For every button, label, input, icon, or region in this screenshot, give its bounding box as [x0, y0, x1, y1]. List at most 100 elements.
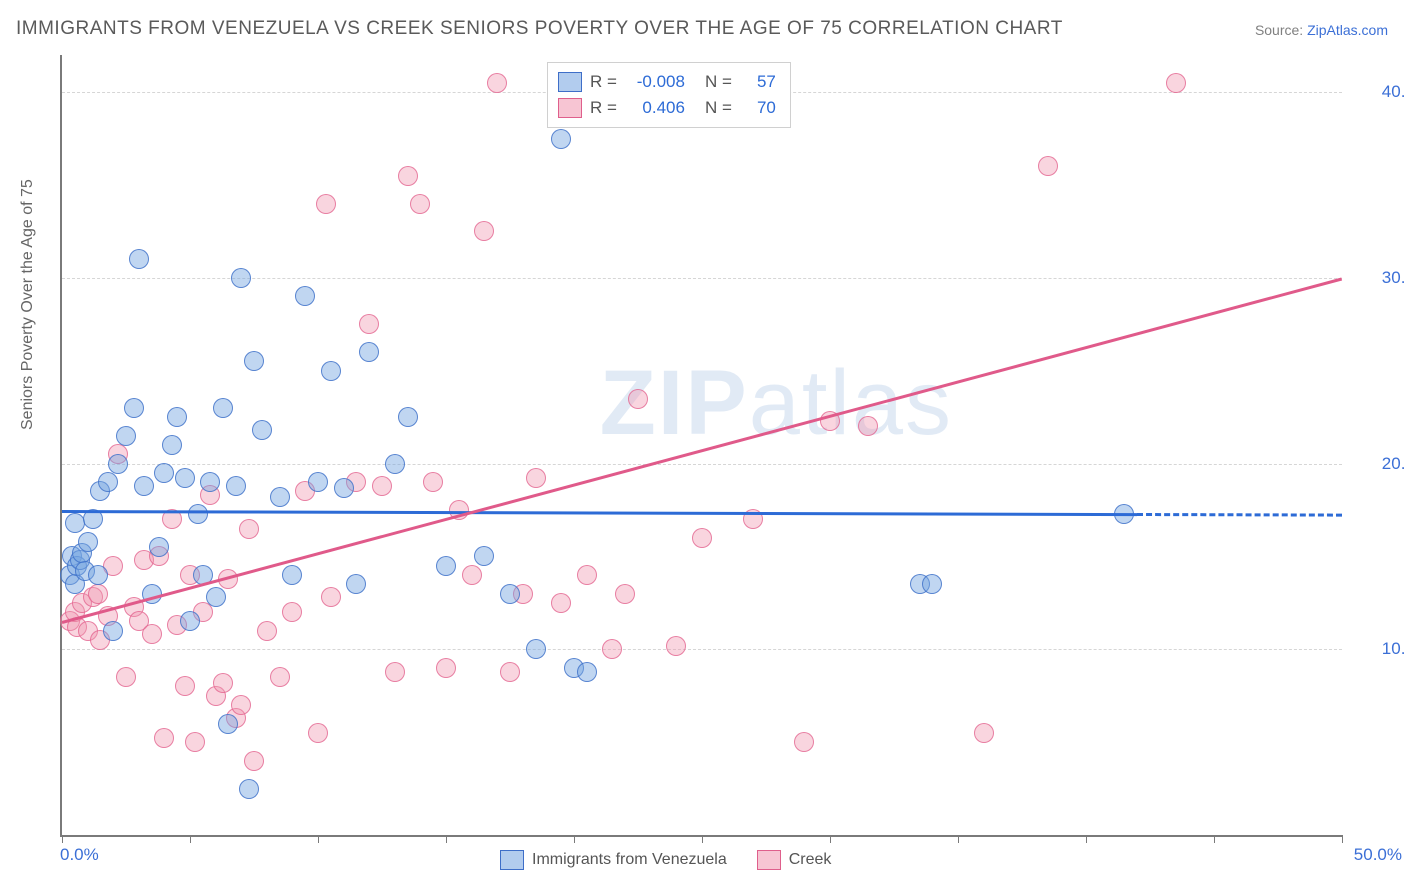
scatter-point-blue	[65, 513, 85, 533]
scatter-point-blue	[162, 435, 182, 455]
scatter-point-pink	[974, 723, 994, 743]
scatter-point-blue	[551, 129, 571, 149]
scatter-point-pink	[602, 639, 622, 659]
legend-swatch-blue	[500, 850, 524, 870]
stat-r-value: -0.008	[625, 69, 685, 95]
x-tick	[1214, 835, 1215, 843]
scatter-point-blue	[922, 574, 942, 594]
scatter-point-pink	[526, 468, 546, 488]
watermark: ZIPatlas	[600, 351, 953, 456]
x-tick	[830, 835, 831, 843]
scatter-point-blue	[334, 478, 354, 498]
x-tick	[190, 835, 191, 843]
series-legend-label: Creek	[789, 851, 832, 869]
scatter-point-pink	[1166, 73, 1186, 93]
scatter-point-pink	[282, 602, 302, 622]
scatter-point-pink	[423, 472, 443, 492]
scatter-point-blue	[526, 639, 546, 659]
scatter-point-pink	[185, 732, 205, 752]
y-axis-label: Seniors Poverty Over the Age of 75	[19, 179, 37, 430]
stats-row: R =-0.008N =57	[558, 69, 776, 95]
trendline-blue	[62, 510, 1137, 516]
scatter-point-blue	[78, 532, 98, 552]
scatter-point-pink	[474, 221, 494, 241]
x-tick-label-max: 50.0%	[1354, 845, 1402, 865]
scatter-point-blue	[124, 398, 144, 418]
scatter-point-pink	[316, 194, 336, 214]
gridline-h	[62, 649, 1342, 650]
scatter-point-pink	[628, 389, 648, 409]
stat-n-value: 57	[740, 69, 776, 95]
y-tick-label: 40.0%	[1350, 82, 1406, 102]
trendline-blue-extrapolated	[1137, 513, 1342, 517]
scatter-point-blue	[252, 420, 272, 440]
legend-swatch-blue	[558, 72, 582, 92]
scatter-point-pink	[398, 166, 418, 186]
chart-title: IMMIGRANTS FROM VENEZUELA VS CREEK SENIO…	[16, 18, 1063, 40]
source-prefix: Source:	[1255, 22, 1307, 38]
scatter-point-blue	[346, 574, 366, 594]
scatter-point-pink	[385, 662, 405, 682]
stat-r-label: R =	[590, 69, 617, 95]
scatter-point-blue	[500, 584, 520, 604]
y-tick-label: 30.0%	[1350, 268, 1406, 288]
scatter-point-blue	[167, 407, 187, 427]
scatter-point-blue	[436, 556, 456, 576]
scatter-point-blue	[385, 454, 405, 474]
scatter-point-pink	[462, 565, 482, 585]
scatter-point-blue	[398, 407, 418, 427]
scatter-point-blue	[103, 621, 123, 641]
scatter-point-pink	[359, 314, 379, 334]
scatter-point-blue	[244, 351, 264, 371]
source-link[interactable]: ZipAtlas.com	[1307, 22, 1388, 38]
scatter-point-pink	[1038, 156, 1058, 176]
legend-swatch-pink	[558, 98, 582, 118]
scatter-point-blue	[282, 565, 302, 585]
scatter-point-pink	[436, 658, 456, 678]
scatter-point-blue	[321, 361, 341, 381]
scatter-point-pink	[321, 587, 341, 607]
scatter-point-blue	[88, 565, 108, 585]
scatter-point-blue	[270, 487, 290, 507]
scatter-point-blue	[200, 472, 220, 492]
gridline-h	[62, 278, 1342, 279]
stat-n-value: 70	[740, 95, 776, 121]
scatter-point-blue	[231, 268, 251, 288]
scatter-point-blue	[188, 504, 208, 524]
scatter-point-blue	[149, 537, 169, 557]
scatter-point-blue	[154, 463, 174, 483]
correlation-stats-legend: R =-0.008N =57R =0.406N =70	[547, 62, 791, 128]
scatter-point-pink	[577, 565, 597, 585]
stat-r-label: R =	[590, 95, 617, 121]
scatter-point-blue	[474, 546, 494, 566]
gridline-h	[62, 464, 1342, 465]
x-tick	[1086, 835, 1087, 843]
stats-row: R =0.406N =70	[558, 95, 776, 121]
plot-area-wrap: 10.0%20.0%30.0%40.0%0.0%50.0%ZIPatlasR =…	[60, 55, 1340, 835]
scatter-point-blue	[98, 472, 118, 492]
scatter-point-pink	[692, 528, 712, 548]
scatter-point-pink	[308, 723, 328, 743]
x-tick	[574, 835, 575, 843]
scatter-point-pink	[270, 667, 290, 687]
scatter-point-blue	[218, 714, 238, 734]
x-tick-label-min: 0.0%	[60, 845, 99, 865]
scatter-point-pink	[116, 667, 136, 687]
scatter-point-blue	[108, 454, 128, 474]
trendline-pink	[62, 278, 1343, 624]
series-legend-item: Creek	[757, 850, 832, 870]
scatter-point-blue	[206, 587, 226, 607]
x-tick	[702, 835, 703, 843]
scatter-point-pink	[244, 751, 264, 771]
x-tick	[958, 835, 959, 843]
scatter-point-pink	[615, 584, 635, 604]
scatter-point-pink	[500, 662, 520, 682]
scatter-point-blue	[180, 611, 200, 631]
scatter-point-blue	[116, 426, 136, 446]
scatter-point-pink	[213, 673, 233, 693]
legend-swatch-pink	[757, 850, 781, 870]
scatter-point-pink	[154, 728, 174, 748]
scatter-point-pink	[239, 519, 259, 539]
x-tick	[62, 835, 63, 843]
scatter-point-blue	[129, 249, 149, 269]
